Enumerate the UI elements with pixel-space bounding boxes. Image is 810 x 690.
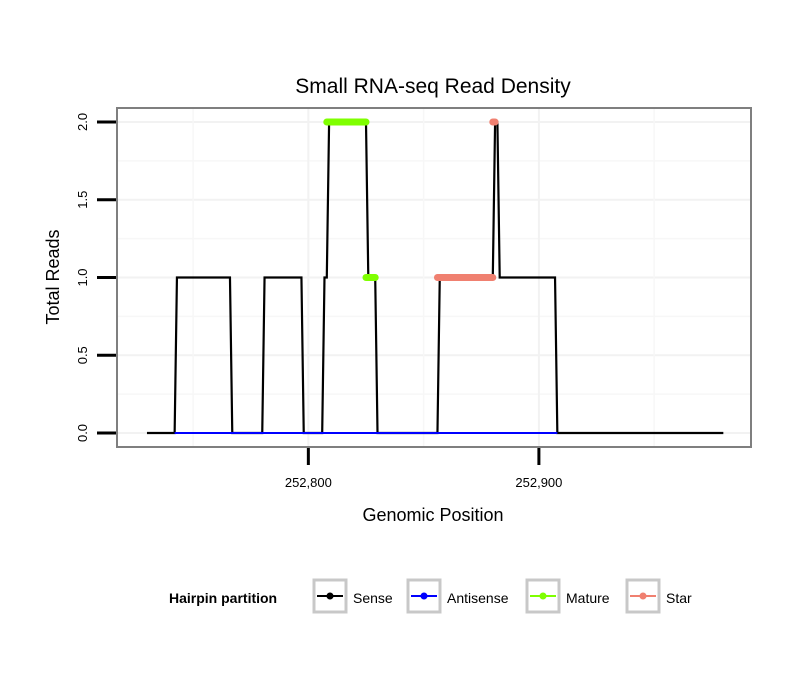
- y-axis: 0.0 0.5 1.0 1.5 2.0: [75, 113, 116, 442]
- x-tick-label: 252,800: [285, 475, 332, 490]
- legend-label: Mature: [566, 590, 610, 606]
- x-axis: 252,800 252,900: [285, 448, 562, 490]
- plot-panel: [116, 107, 752, 448]
- chart-title: Small RNA-seq Read Density: [295, 75, 571, 98]
- legend-item-star: Star: [625, 578, 692, 614]
- y-axis-title: Total Reads: [43, 229, 63, 324]
- y-tick-label: 0.0: [75, 424, 90, 442]
- series-layer: [146, 118, 724, 435]
- legend-item-antisense: Antisense: [406, 578, 509, 614]
- legend-key-point: [639, 592, 647, 600]
- y-tick-label: 1.0: [75, 268, 90, 286]
- legend-label: Star: [666, 590, 692, 606]
- y-tick-label: 0.5: [75, 346, 90, 364]
- panel-border: [116, 107, 752, 448]
- x-tick-label: 252,900: [515, 475, 562, 490]
- legend-label: Sense: [353, 590, 393, 606]
- legend-key-point: [420, 592, 428, 600]
- legend-item-sense: Sense: [312, 578, 393, 614]
- legend-item-mature: Mature: [525, 578, 610, 614]
- legend: Hairpin partition Sense Antisense Mature St…: [169, 578, 692, 614]
- legend-label: Antisense: [447, 590, 509, 606]
- x-axis-title: Genomic Position: [362, 505, 503, 525]
- legend-key-point: [539, 592, 547, 600]
- legend-title: Hairpin partition: [169, 590, 277, 606]
- y-tick-label: 1.5: [75, 191, 90, 209]
- y-tick-label: 2.0: [75, 113, 90, 131]
- legend-key-point: [326, 592, 334, 600]
